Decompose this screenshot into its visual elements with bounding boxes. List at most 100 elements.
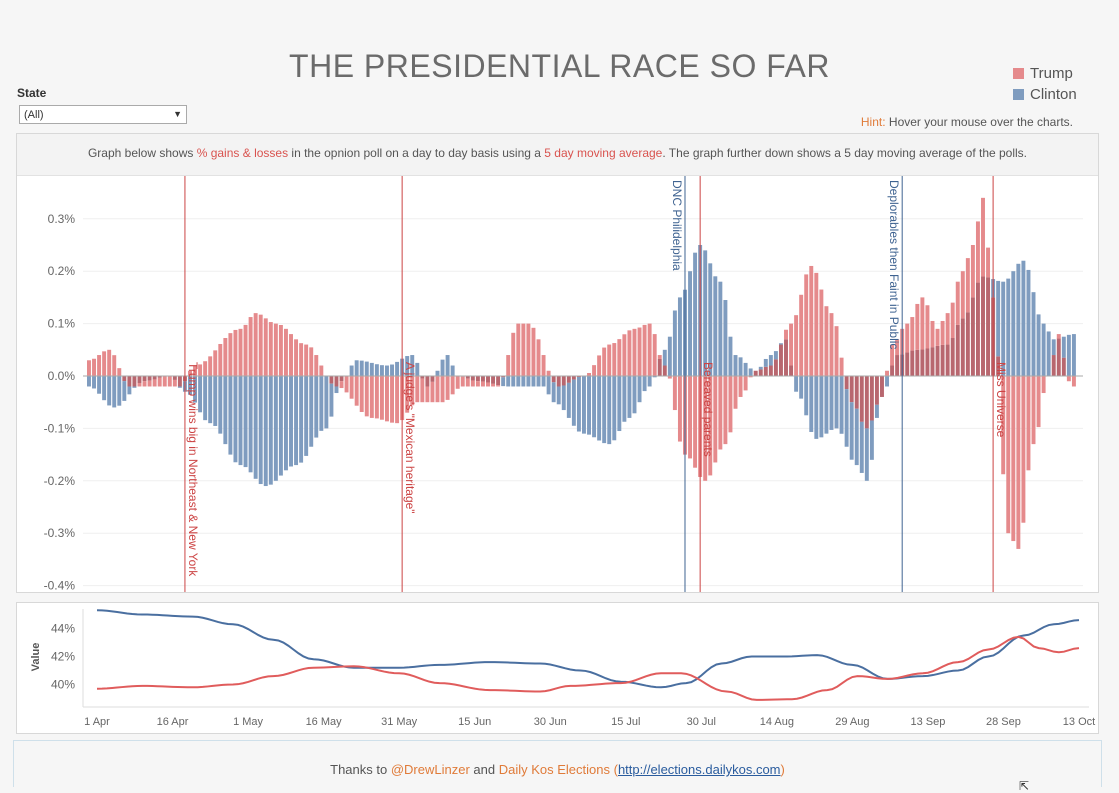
bar-clinton — [551, 382, 556, 403]
bar-clinton — [319, 376, 324, 431]
bar-overlap — [753, 370, 758, 376]
bar-clinton — [359, 360, 364, 376]
bar-overlap — [137, 376, 142, 383]
bar-clinton — [773, 351, 778, 360]
bar-trump — [637, 327, 642, 376]
bar-clinton — [566, 382, 571, 418]
series-line-clinton — [96, 609, 1080, 689]
bar-clinton — [283, 376, 288, 471]
bar-trump — [657, 355, 662, 359]
bar-clinton — [582, 376, 586, 434]
bar-overlap — [339, 376, 344, 382]
bar-trump — [1071, 376, 1076, 387]
bar-overlap — [491, 376, 496, 384]
poll-average-line-chart[interactable]: 44% 42% 40% Value 1 Apr 16 Apr 1 May 16 May 31 M… — [17, 603, 1098, 733]
bar-trump — [1026, 376, 1031, 471]
bar-trump — [450, 376, 455, 395]
bar-trump — [743, 376, 748, 391]
bar-clinton — [102, 376, 107, 401]
bar-overlap — [147, 376, 152, 381]
bar-clinton — [334, 386, 339, 394]
bar-trump — [410, 376, 415, 406]
bar-overlap — [955, 324, 960, 376]
bar-overlap — [1051, 355, 1056, 376]
bar-trump — [162, 376, 167, 387]
bar-trump — [486, 382, 490, 387]
bar-trump — [339, 381, 344, 389]
y-tick-label: -0.1% — [44, 421, 76, 435]
bar-trump — [344, 376, 349, 393]
bar-clinton — [728, 336, 733, 376]
bar-trump — [379, 376, 384, 420]
bar-overlap — [571, 376, 576, 380]
bar-clinton — [531, 376, 536, 387]
bar-trump — [1001, 376, 1006, 475]
bar-trump — [142, 381, 147, 387]
bar-trump — [238, 328, 243, 376]
bar-trump — [672, 376, 677, 411]
chevron-down-icon[interactable]: ▼ — [173, 109, 182, 119]
x-tick-label: 16 May — [306, 716, 343, 728]
x-tick-label: 29 Aug — [835, 716, 869, 728]
x-tick-label: 28 Sep — [986, 716, 1021, 728]
bar-clinton — [794, 376, 799, 392]
bar-overlap — [475, 376, 480, 382]
legend-swatch-clinton — [1013, 89, 1024, 100]
gains-losses-bar-chart[interactable]: 0.3% 0.2% 0.1% 0.0% -0.1% -0.2% -0.3% -0.4% Trum… — [17, 134, 1098, 592]
bar-clinton — [602, 376, 607, 444]
drewlinzer-link[interactable]: @DrewLinzer — [390, 762, 470, 777]
bar-trump — [491, 383, 496, 387]
bar-clinton — [647, 376, 652, 387]
bar-trump — [617, 339, 622, 376]
legend-item-clinton[interactable]: Clinton — [1013, 84, 1077, 105]
bar-trump — [253, 313, 258, 376]
bar-overlap — [556, 376, 561, 387]
bar-clinton — [1066, 334, 1071, 376]
state-filter-dropdown[interactable]: (All) ▼ — [19, 105, 187, 124]
bar-clinton — [1046, 331, 1051, 376]
description-text: Graph below shows — [87, 146, 197, 160]
bar-trump — [496, 385, 501, 387]
bar-trump — [359, 376, 364, 413]
bar-clinton — [738, 357, 743, 376]
bar-overlap — [177, 376, 182, 387]
bar-trump — [425, 386, 430, 403]
bar-clinton — [1051, 339, 1056, 356]
bar-trump — [147, 380, 152, 387]
x-tick-label: 13 Sep — [910, 716, 945, 728]
x-tick-label: 1 Apr — [84, 716, 110, 728]
bar-trump — [415, 376, 420, 403]
bar-clinton — [662, 349, 667, 366]
bar-clinton — [713, 276, 718, 376]
bar-clinton — [1016, 263, 1021, 376]
bar-overlap — [758, 369, 763, 376]
bar-clinton — [819, 376, 824, 438]
bar-trump — [945, 313, 950, 345]
bar-trump — [950, 302, 955, 339]
bar-trump — [622, 334, 627, 376]
bar-trump — [208, 356, 213, 376]
bar-clinton — [243, 376, 248, 468]
bar-overlap — [480, 376, 485, 382]
dailykos-url-link[interactable]: http://elections.dailykos.com — [617, 762, 781, 777]
y-tick-label: 44% — [51, 622, 75, 636]
legend-item-trump[interactable]: Trump — [1013, 63, 1077, 84]
bar-clinton — [203, 376, 208, 421]
bar-trump — [738, 376, 743, 397]
daily-kos-link[interactable]: Daily Kos Elections — [498, 762, 610, 777]
bar-overlap — [157, 376, 162, 378]
bar-trump — [819, 289, 824, 376]
bar-clinton — [354, 360, 359, 376]
bar-trump — [536, 339, 541, 376]
bar-clinton — [814, 376, 819, 439]
bar-clinton — [268, 376, 273, 485]
bar-overlap — [486, 376, 490, 383]
bar-trump — [592, 365, 597, 376]
bar-clinton — [1011, 271, 1016, 376]
bar-clinton — [763, 358, 768, 367]
x-tick-label: 14 Aug — [760, 716, 794, 728]
bar-clinton — [415, 362, 420, 376]
bar-trump — [198, 364, 203, 376]
bar-trump — [480, 381, 485, 387]
description-text: in the opnion poll on a day to day basis… — [288, 146, 545, 160]
